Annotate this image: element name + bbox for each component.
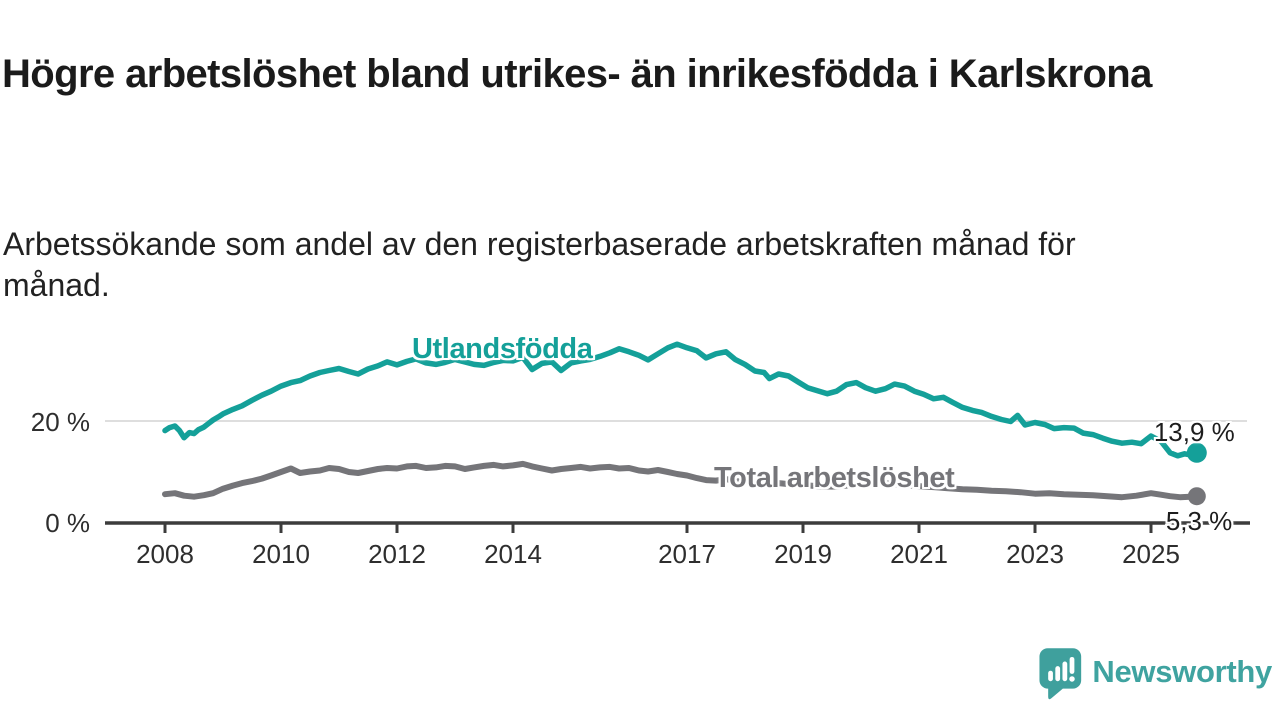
logo-text: Newsworthy [1092, 654, 1272, 689]
x-tick-label: 2014 [484, 539, 542, 569]
page-title: Högre arbetslöshet bland utrikes- än inr… [2, 51, 1152, 96]
series-label-utlandsfodda: Utlandsfödda [412, 333, 593, 365]
x-tick-label: 2008 [136, 539, 194, 569]
x-tick-label: 2017 [658, 539, 716, 569]
x-tick-label: 2025 [1122, 539, 1180, 569]
end-value-label-total: 5,3 % [1165, 506, 1233, 537]
x-tick-label: 2021 [890, 539, 948, 569]
x-tick-label: 2019 [774, 539, 832, 569]
end-value-label-utlandsfodda: 13,9 % [1153, 416, 1235, 447]
series-line-utlandsfodda [162, 341, 1200, 459]
x-tick-label: 2023 [1006, 539, 1064, 569]
x-tick-label: 2010 [252, 539, 310, 569]
chart-speech-bubble-icon [1039, 646, 1083, 705]
series-line-total [162, 460, 1200, 501]
y-tick-label: 0 % [45, 508, 90, 538]
series-end-dot-utlandsfodda [1186, 442, 1207, 463]
series-label-total-arbetsloshet: Total arbetslöshet [714, 462, 955, 494]
series-end-dot-total [1187, 487, 1206, 506]
y-tick-label: 20 % [30, 407, 90, 437]
x-tick-label: 2012 [368, 539, 426, 569]
page-subtitle: Arbetssökande som andel av den registerb… [3, 226, 1076, 303]
x-axis-ticks [163, 523, 1153, 533]
newsworthy-logo[interactable]: Newsworthy [1039, 646, 1272, 705]
